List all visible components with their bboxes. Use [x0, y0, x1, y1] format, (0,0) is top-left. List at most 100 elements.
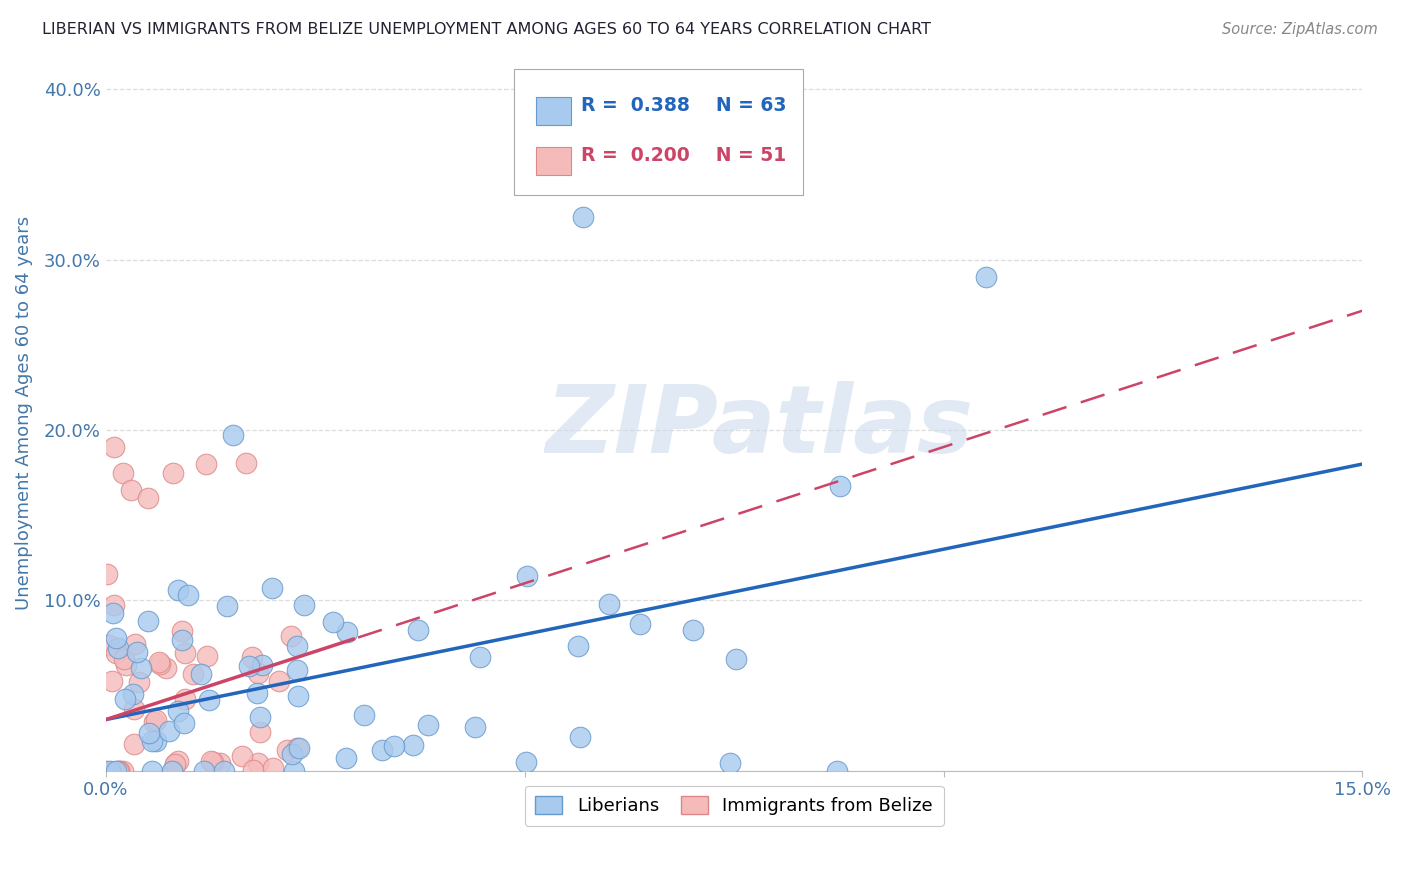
Point: [246, 686, 269, 700]
Point: [115, 657, 138, 672]
Point: [242, 763, 264, 777]
Point: [142, 715, 165, 730]
Y-axis label: Unemployment Among Ages 60 to 64 years: Unemployment Among Ages 60 to 64 years: [15, 216, 32, 610]
Point: [190, 667, 212, 681]
Point: [112, 651, 135, 665]
Point: [335, 751, 357, 765]
Point: [103, 440, 125, 454]
Point: [262, 761, 284, 775]
Point: [336, 625, 359, 640]
Point: [149, 657, 172, 672]
Point: [235, 456, 257, 470]
Point: [163, 757, 186, 772]
Point: [167, 704, 190, 718]
Point: [572, 210, 595, 224]
Text: Source: ZipAtlas.com: Source: ZipAtlas.com: [1222, 22, 1378, 37]
Point: [247, 666, 270, 681]
Point: [157, 723, 180, 738]
Point: [138, 726, 160, 740]
Point: [167, 754, 190, 768]
Point: [103, 599, 125, 613]
Point: [322, 615, 344, 629]
Point: [162, 466, 184, 480]
Point: [107, 764, 129, 778]
Text: LIBERIAN VS IMMIGRANTS FROM BELIZE UNEMPLOYMENT AMONG AGES 60 TO 64 YEARS CORREL: LIBERIAN VS IMMIGRANTS FROM BELIZE UNEMP…: [42, 22, 931, 37]
Point: [288, 740, 311, 755]
Point: [292, 598, 315, 612]
Point: [114, 692, 136, 706]
Point: [222, 428, 245, 442]
Point: [141, 764, 163, 778]
Point: [249, 725, 271, 739]
Point: [567, 639, 589, 653]
Point: [104, 646, 127, 660]
Point: [598, 597, 620, 611]
Point: [468, 650, 491, 665]
Point: [416, 717, 439, 731]
Point: [238, 659, 260, 673]
Point: [198, 693, 221, 707]
Point: [827, 764, 849, 778]
Point: [276, 743, 298, 757]
Point: [515, 756, 537, 770]
Point: [170, 624, 193, 638]
Point: [136, 491, 159, 505]
Point: [285, 639, 308, 653]
Point: [160, 764, 183, 778]
Point: [464, 720, 486, 734]
Point: [108, 764, 131, 778]
Point: [122, 702, 145, 716]
Point: [136, 614, 159, 628]
Point: [112, 764, 135, 778]
Point: [104, 764, 127, 778]
Point: [177, 588, 200, 602]
Point: [173, 691, 195, 706]
Point: [145, 734, 167, 748]
Text: ZIPatlas: ZIPatlas: [546, 381, 973, 474]
Point: [249, 709, 271, 723]
Point: [269, 674, 291, 689]
Point: [281, 747, 304, 761]
Point: [97, 638, 120, 652]
Point: [155, 660, 177, 674]
Point: [682, 624, 704, 638]
Point: [148, 655, 170, 669]
Point: [120, 483, 142, 497]
Point: [974, 269, 997, 284]
Point: [231, 748, 253, 763]
Bar: [536, 97, 571, 125]
Legend: Liberians, Immigrants from Belize: Liberians, Immigrants from Belize: [524, 786, 943, 826]
Point: [107, 764, 129, 778]
Point: [725, 652, 748, 666]
Point: [145, 713, 167, 727]
Point: [173, 716, 195, 731]
Point: [127, 645, 149, 659]
Point: [124, 637, 146, 651]
Point: [181, 666, 204, 681]
Point: [402, 738, 425, 752]
Point: [516, 569, 538, 583]
Point: [208, 756, 231, 770]
Point: [96, 566, 118, 581]
Point: [195, 648, 218, 663]
Point: [141, 733, 163, 747]
Point: [408, 623, 430, 637]
Point: [214, 764, 236, 778]
FancyBboxPatch shape: [515, 70, 803, 194]
Point: [162, 764, 184, 778]
Point: [283, 764, 305, 778]
Point: [568, 730, 591, 744]
Point: [98, 764, 121, 778]
Point: [165, 757, 187, 772]
Text: R =  0.388    N = 63: R = 0.388 N = 63: [581, 95, 786, 115]
Point: [718, 756, 741, 770]
Point: [260, 581, 283, 595]
Point: [287, 690, 309, 704]
Point: [122, 738, 145, 752]
Point: [107, 641, 129, 656]
Point: [240, 649, 263, 664]
Point: [195, 457, 218, 471]
Point: [131, 661, 153, 675]
Point: [382, 739, 405, 753]
Bar: [536, 147, 571, 175]
